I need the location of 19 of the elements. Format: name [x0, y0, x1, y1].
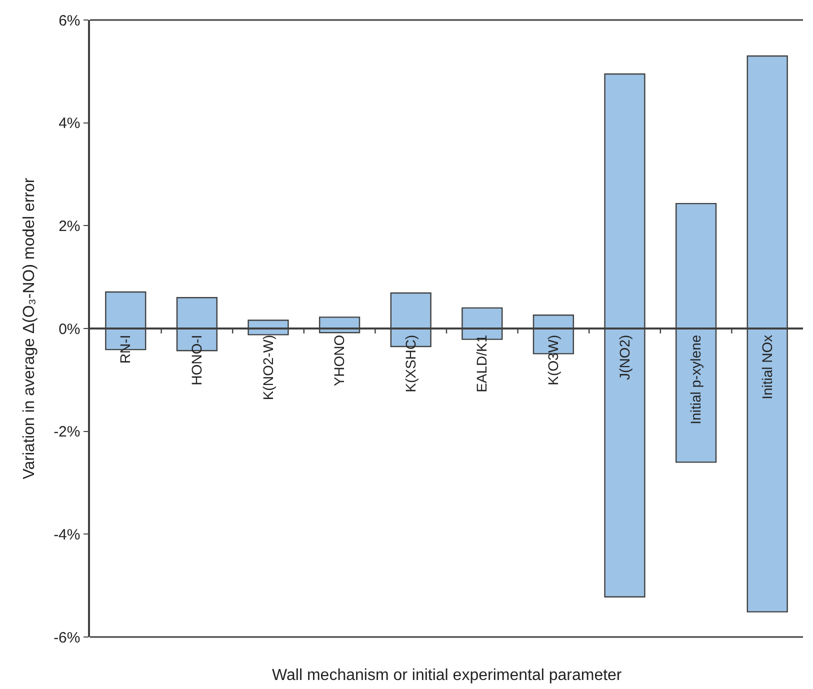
x-tick-label: HONO-I	[188, 334, 204, 386]
x-tick-label: RN-I	[117, 334, 134, 364]
y-tick-label: 6%	[58, 12, 80, 30]
x-tick-label: J(NO2)	[616, 334, 632, 380]
x-tick-label: K(NO2-W)	[260, 334, 276, 400]
x-tick-label: YHONO	[331, 334, 348, 386]
x-tick-label: Initial NOx	[758, 334, 775, 400]
x-tick-label: K(XSHC)	[402, 334, 418, 392]
y-axis-title: Variation in average Δ(O₃-NO) model error	[20, 177, 38, 480]
y-tick-label: 4%	[58, 115, 80, 132]
y-tick-label: -4%	[54, 526, 80, 544]
y-tick-label: -6%	[54, 629, 80, 646]
x-tick-label: EALD/K1	[474, 334, 490, 392]
y-tick-label: 0%	[58, 320, 80, 338]
x-tick-label: Initial p-xylene	[688, 334, 704, 424]
y-tick-label: -2%	[54, 424, 80, 441]
y-tick-label: 2%	[58, 218, 80, 235]
x-tick-label: K(O3W)	[545, 334, 561, 386]
x-axis-title: Wall mechanism or initial experimental parameter	[272, 667, 622, 684]
